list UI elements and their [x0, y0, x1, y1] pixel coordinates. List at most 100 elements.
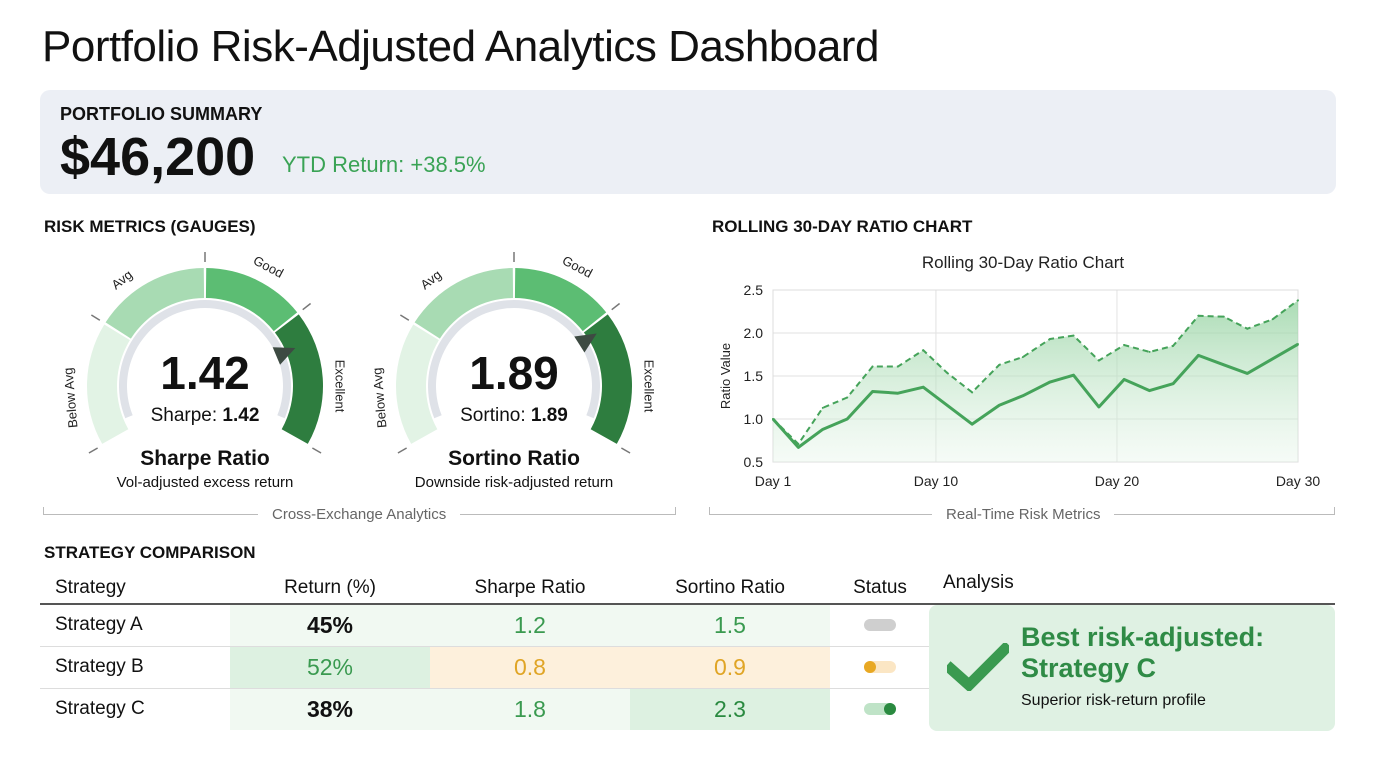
data-point-dashed	[1297, 299, 1299, 302]
table-row: Strategy A 45% 1.2 1.5	[40, 604, 930, 647]
gauge-tick	[611, 302, 621, 311]
table-row: Strategy C 38% 1.8 2.3	[40, 688, 930, 730]
status-cell	[830, 688, 930, 730]
status-cell	[830, 604, 930, 647]
data-point-dashed	[1271, 318, 1274, 321]
gauge-tick	[397, 447, 407, 454]
sortino-cell: 1.5	[630, 604, 830, 647]
strategy-section-title: STRATEGY COMPARISON	[44, 543, 256, 562]
status-toggle-good[interactable]	[864, 703, 896, 716]
sharpe-name: Sharpe Ratio	[140, 447, 270, 470]
sortino-sub: Sortino: 1.89	[414, 405, 614, 427]
area-fill	[773, 300, 1298, 462]
analysis-headline: Best risk-adjusted: Strategy C	[1021, 622, 1265, 683]
y-tick-label: 1.0	[744, 411, 764, 427]
x-tick-label: Day 30	[1276, 473, 1321, 489]
data-point-dashed	[846, 396, 849, 399]
x-tick-label: Day 1	[755, 473, 792, 489]
gauges-caption: Cross-Exchange Analytics	[258, 506, 461, 523]
sharpe-value: 1.42	[160, 347, 250, 399]
data-point-solid	[821, 428, 824, 431]
summary-label: PORTFOLIO SUMMARY	[60, 104, 263, 124]
sharpe-cell: 1.2	[430, 604, 630, 647]
y-tick-label: 0.5	[744, 454, 764, 470]
gauge-zone-below-avg	[396, 324, 439, 444]
gauge-zone-label: Avg	[417, 267, 444, 292]
gauge-zone-label: Excellent	[642, 360, 657, 413]
page-title: Portfolio Risk-Adjusted Analytics Dashbo…	[42, 22, 879, 71]
table-row: Strategy B 52% 0.8 0.9	[40, 646, 930, 689]
data-point-dashed	[971, 391, 974, 394]
sharpe-cell: 1.8	[430, 688, 630, 730]
gauge-tick	[88, 447, 98, 454]
data-point-dashed	[1246, 327, 1249, 330]
data-point-dashed	[1172, 344, 1175, 347]
gauge-zone-label: Good	[560, 253, 595, 281]
ytd-return: YTD Return: +38.5%	[282, 152, 486, 177]
data-point-solid	[1222, 363, 1225, 366]
sharpe-sub-label: Sharpe:	[150, 405, 223, 426]
data-point-dashed	[945, 371, 948, 374]
col-sharpe: Sharpe Ratio	[430, 572, 630, 605]
gauge-tick	[90, 314, 101, 321]
gauge-needle	[574, 333, 597, 353]
sortino-cell: 2.3	[630, 688, 830, 730]
checkmark-icon	[947, 643, 1009, 691]
x-tick-label: Day 10	[914, 473, 959, 489]
col-sortino: Sortino Ratio	[630, 572, 830, 605]
strategy-name: Strategy B	[40, 646, 230, 689]
data-point-solid	[1197, 354, 1200, 357]
data-point-dashed	[772, 418, 774, 420]
data-point-solid	[1048, 381, 1051, 384]
data-point-dashed	[998, 363, 1001, 366]
data-point-dashed	[821, 406, 824, 409]
gauge-zone-below-avg	[86, 324, 130, 444]
data-point-dashed	[1148, 350, 1151, 353]
portfolio-summary-card: PORTFOLIO SUMMARY $46,200 YTD Return: +3…	[40, 90, 1336, 194]
strategy-name: Strategy C	[55, 698, 145, 720]
data-point-solid	[1072, 374, 1075, 377]
data-point-dashed	[1021, 356, 1024, 359]
ratio-line-chart: Rolling 30-Day Ratio Chart 0.5 1.0 1.5 2.0 2.…	[718, 253, 1321, 489]
data-point-solid	[998, 404, 1001, 407]
data-point-solid	[797, 446, 800, 449]
gauge-zone-excellent	[274, 314, 323, 444]
x-tick-label: Day 20	[1095, 473, 1140, 489]
data-point-dashed	[1097, 359, 1100, 362]
chart-title: Rolling 30-Day Ratio Chart	[922, 253, 1124, 272]
sortino-name: Sortino Ratio	[448, 447, 580, 470]
analysis-card: Best risk-adjusted: Strategy C Superior …	[929, 605, 1335, 731]
gauge-zone-label: Avg	[108, 267, 135, 292]
data-point-solid	[871, 390, 874, 393]
status-toggle-neutral[interactable]	[864, 619, 896, 632]
strategy-table: Strategy Return (%) Sharpe Ratio Sortino…	[40, 572, 930, 730]
analysis-header: Analysis	[930, 572, 1335, 605]
sharpe-sub-value: 1.42	[222, 405, 260, 426]
sharpe-sub: Sharpe: 1.42	[105, 405, 305, 427]
gauge-zone-good	[205, 268, 298, 332]
gauge-zone-label: Excellent	[333, 360, 348, 413]
sharpe-gauge: Below Avg Avg Good Excellent	[60, 252, 348, 454]
gauge-tick	[621, 447, 631, 454]
col-strategy: Strategy	[40, 572, 230, 605]
sharpe-desc: Vol-adjusted excess return	[116, 474, 294, 491]
y-tick-label: 2.0	[744, 325, 764, 341]
y-tick-label: 1.5	[744, 368, 764, 384]
col-return: Return (%)	[230, 572, 430, 605]
gauges-section-title: RISK METRICS (GAUGES)	[44, 217, 256, 236]
sharpe-cell: 0.8	[430, 646, 630, 689]
status-toggle-warning[interactable]	[864, 660, 896, 673]
chart-caption: Real-Time Risk Metrics	[932, 506, 1115, 523]
data-point-dashed	[896, 365, 899, 368]
data-point-dashed	[1072, 334, 1075, 337]
data-point-solid	[1271, 357, 1274, 360]
data-point-solid	[1097, 405, 1100, 408]
sortino-value: 1.89	[469, 347, 559, 399]
gauge-tick	[302, 302, 312, 311]
sortino-sub-value: 1.89	[530, 405, 568, 426]
sortino-cell: 0.9	[630, 646, 830, 689]
data-point-dashed	[1123, 344, 1126, 347]
y-axis-label: Ratio Value	[718, 343, 733, 409]
gauge-zone-avg	[105, 268, 205, 339]
status-cell	[830, 646, 930, 689]
